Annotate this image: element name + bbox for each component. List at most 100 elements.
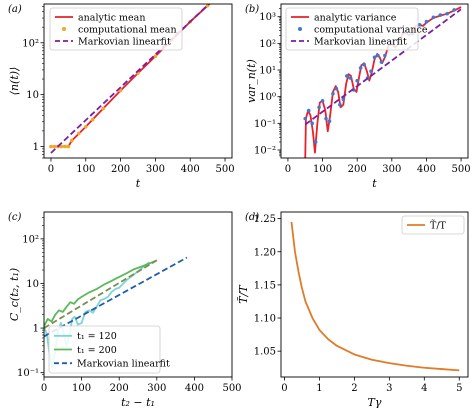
data-point bbox=[320, 99, 325, 103]
data-point bbox=[83, 124, 88, 129]
y-tick-label: 10⁻¹ bbox=[17, 368, 39, 379]
y-tick-label: 10² bbox=[22, 234, 39, 245]
data-point bbox=[358, 66, 363, 70]
data-point bbox=[77, 131, 81, 136]
y-axis-label: C_c(t₂, t₁) bbox=[8, 268, 21, 321]
series-3-line bbox=[304, 8, 462, 126]
legend-label: t₁ = 120 bbox=[77, 331, 117, 342]
data-point bbox=[445, 11, 450, 16]
legend-entry: computational variance bbox=[298, 24, 428, 35]
data-point bbox=[49, 144, 53, 149]
x-tick-label: 100 bbox=[72, 383, 91, 394]
x-axis-label: t bbox=[136, 177, 141, 190]
y-tick-label: 1.15 bbox=[254, 280, 276, 291]
panel-1: 0 100 200 300 400 500 1 10 10² t ⟨n(t)⟩ (a) analytic… bbox=[8, 3, 235, 190]
x-tick-label: 0 bbox=[41, 383, 47, 394]
y-tick-label: 1.10 bbox=[254, 314, 276, 325]
data-point bbox=[313, 140, 318, 144]
data-point bbox=[362, 62, 366, 67]
legend-box bbox=[48, 325, 161, 374]
series-3-line bbox=[44, 256, 188, 338]
y-tick-label: 10² bbox=[22, 38, 39, 49]
data-point bbox=[153, 54, 158, 59]
panel-3: 0 100 200 300 400 500 10⁻¹ 1 10 10² t₂ − t₁ C_c(t₂,… bbox=[8, 211, 242, 408]
legend-label: T̃/T bbox=[430, 220, 447, 232]
data-point bbox=[101, 106, 105, 111]
legend: t₁ = 120 t₁ = 200 Markovian linearfit bbox=[48, 325, 170, 374]
x-tick-label: 0 bbox=[48, 164, 54, 175]
x-tick-label: 300 bbox=[382, 164, 401, 175]
data-point bbox=[90, 117, 95, 122]
data-point bbox=[303, 116, 308, 121]
legend-label: computational mean bbox=[78, 24, 177, 35]
x-axis-label: t bbox=[372, 177, 377, 190]
legend-entry: Markovian linearfit bbox=[291, 36, 407, 47]
legend-box bbox=[285, 7, 419, 51]
plot-area bbox=[49, 4, 211, 154]
data-point bbox=[334, 86, 339, 91]
legend-marker bbox=[298, 27, 302, 31]
x-tick-label: 500 bbox=[452, 164, 471, 175]
x-tick-label: 500 bbox=[222, 383, 241, 394]
legend-entry: t₁ = 200 bbox=[54, 345, 117, 356]
x-tick-label: 0 bbox=[285, 164, 291, 175]
plot-area bbox=[290, 221, 460, 372]
legend-entry: T̃/T bbox=[407, 220, 447, 232]
data-point bbox=[383, 53, 387, 58]
data-point bbox=[118, 88, 123, 93]
legend-marker bbox=[62, 27, 66, 31]
x-tick-label: 200 bbox=[348, 164, 367, 175]
y-tick-label: 10² bbox=[259, 39, 276, 50]
x-axis-label: t₂ − t₁ bbox=[121, 396, 155, 408]
y-tick-label: 1.25 bbox=[254, 214, 276, 225]
series-4-line bbox=[44, 259, 158, 329]
x-axis-label: Tγ bbox=[368, 396, 382, 408]
x-tick-label: 3 bbox=[386, 383, 392, 394]
y-tick-label: 10⁻² bbox=[254, 145, 276, 156]
data-point bbox=[317, 105, 321, 110]
axes-frame bbox=[43, 211, 233, 378]
axes-frame bbox=[280, 3, 469, 159]
x-tick-label: 200 bbox=[111, 164, 130, 175]
x-tick-label: 2 bbox=[351, 383, 357, 394]
x-tick-label: 300 bbox=[146, 164, 165, 175]
data-point bbox=[452, 8, 456, 12]
y-tick-label: 1 bbox=[33, 142, 39, 153]
legend-label: Markovian linearfit bbox=[314, 36, 407, 47]
data-point bbox=[70, 138, 74, 143]
data-point bbox=[63, 144, 67, 149]
x-tick-label: 400 bbox=[181, 164, 200, 175]
legend-entry: computational mean bbox=[62, 24, 177, 35]
data-point bbox=[417, 22, 422, 27]
legend-box bbox=[49, 7, 183, 51]
y-tick-label: 10⁻¹ bbox=[254, 119, 276, 130]
legend-entry: t₁ = 120 bbox=[54, 331, 117, 342]
y-tick-label: 1.20 bbox=[254, 247, 276, 258]
data-point bbox=[379, 60, 384, 64]
panel-4: 0 1 2 3 4 5 1.05 1.10 1.15 1.20 1.25 Tγ T̃/T (d) T̃/T bbox=[237, 211, 469, 408]
panel-label: (a) bbox=[8, 4, 22, 15]
data-point bbox=[327, 119, 332, 124]
y-tick-label: 10 bbox=[26, 279, 39, 290]
legend-entry: analytic mean bbox=[55, 12, 145, 23]
data-point bbox=[341, 97, 346, 102]
x-tick-label: 1 bbox=[316, 383, 322, 394]
legend: T̃/T bbox=[401, 215, 465, 235]
legend-label: t₁ = 200 bbox=[77, 345, 117, 356]
data-point bbox=[355, 78, 359, 83]
data-point bbox=[376, 53, 380, 58]
y-tick-label: 10 bbox=[26, 90, 39, 101]
data-point bbox=[66, 144, 71, 149]
y-axis-label: T̃/T bbox=[237, 284, 250, 304]
axes-frame bbox=[280, 211, 469, 378]
y-tick-label: 1 bbox=[33, 324, 39, 335]
legend-label: Markovian linearfit bbox=[77, 358, 170, 369]
data-point bbox=[59, 144, 64, 149]
y-axis-label: ⟨n(t)⟩ bbox=[8, 67, 21, 96]
x-tick-label: 4 bbox=[421, 383, 427, 394]
data-point bbox=[306, 108, 311, 113]
legend-label: computational variance bbox=[314, 24, 428, 35]
x-tick-label: 400 bbox=[185, 383, 204, 394]
